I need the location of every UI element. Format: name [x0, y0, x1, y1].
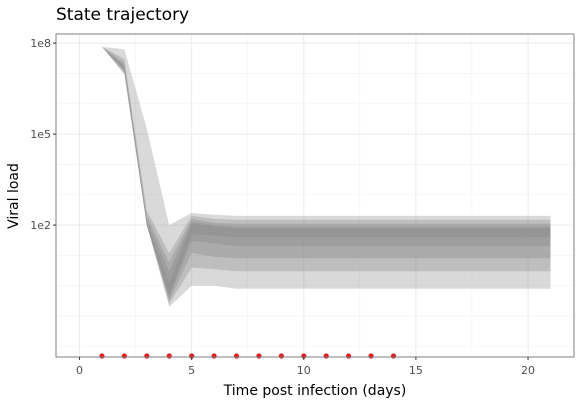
observation-point — [278, 353, 284, 359]
y-tick-label: 1e8 — [30, 37, 51, 50]
x-tick-label: 10 — [297, 364, 311, 377]
observation-point — [233, 353, 240, 359]
y-tick-label: 1e2 — [30, 219, 51, 232]
plot-border — [55, 33, 575, 358]
x-tick-label: 0 — [76, 364, 83, 377]
observation-point — [144, 353, 150, 359]
observation-point — [166, 353, 172, 359]
x-tick-label: 20 — [521, 364, 535, 377]
chart-title: State trajectory — [56, 5, 189, 25]
ribbon-band-3 — [102, 46, 551, 302]
observation-point — [121, 353, 127, 359]
observation-point — [346, 353, 352, 359]
plot-background — [56, 34, 574, 357]
x-tick-label: 15 — [409, 364, 423, 377]
ribbon-band-1 — [102, 46, 551, 307]
x-axis-title: Time post infection (days) — [223, 383, 407, 399]
observation-point — [99, 353, 105, 359]
x-tick-label: 5 — [188, 364, 195, 377]
observation-point — [390, 353, 397, 359]
plot-panel: 0 5 10 15 20 1e2 1e5 1e8 — [30, 33, 575, 377]
observation-point — [256, 353, 262, 359]
ribbon-band-5 — [102, 46, 551, 297]
observation-point — [323, 353, 329, 359]
y-tick-label: 1e5 — [30, 128, 51, 141]
observation-point — [368, 353, 374, 359]
ribbon-band-2 — [102, 46, 551, 305]
ribbon-band-4 — [102, 46, 551, 298]
observation-point — [211, 353, 217, 359]
y-axis-title: Viral load — [6, 163, 22, 229]
